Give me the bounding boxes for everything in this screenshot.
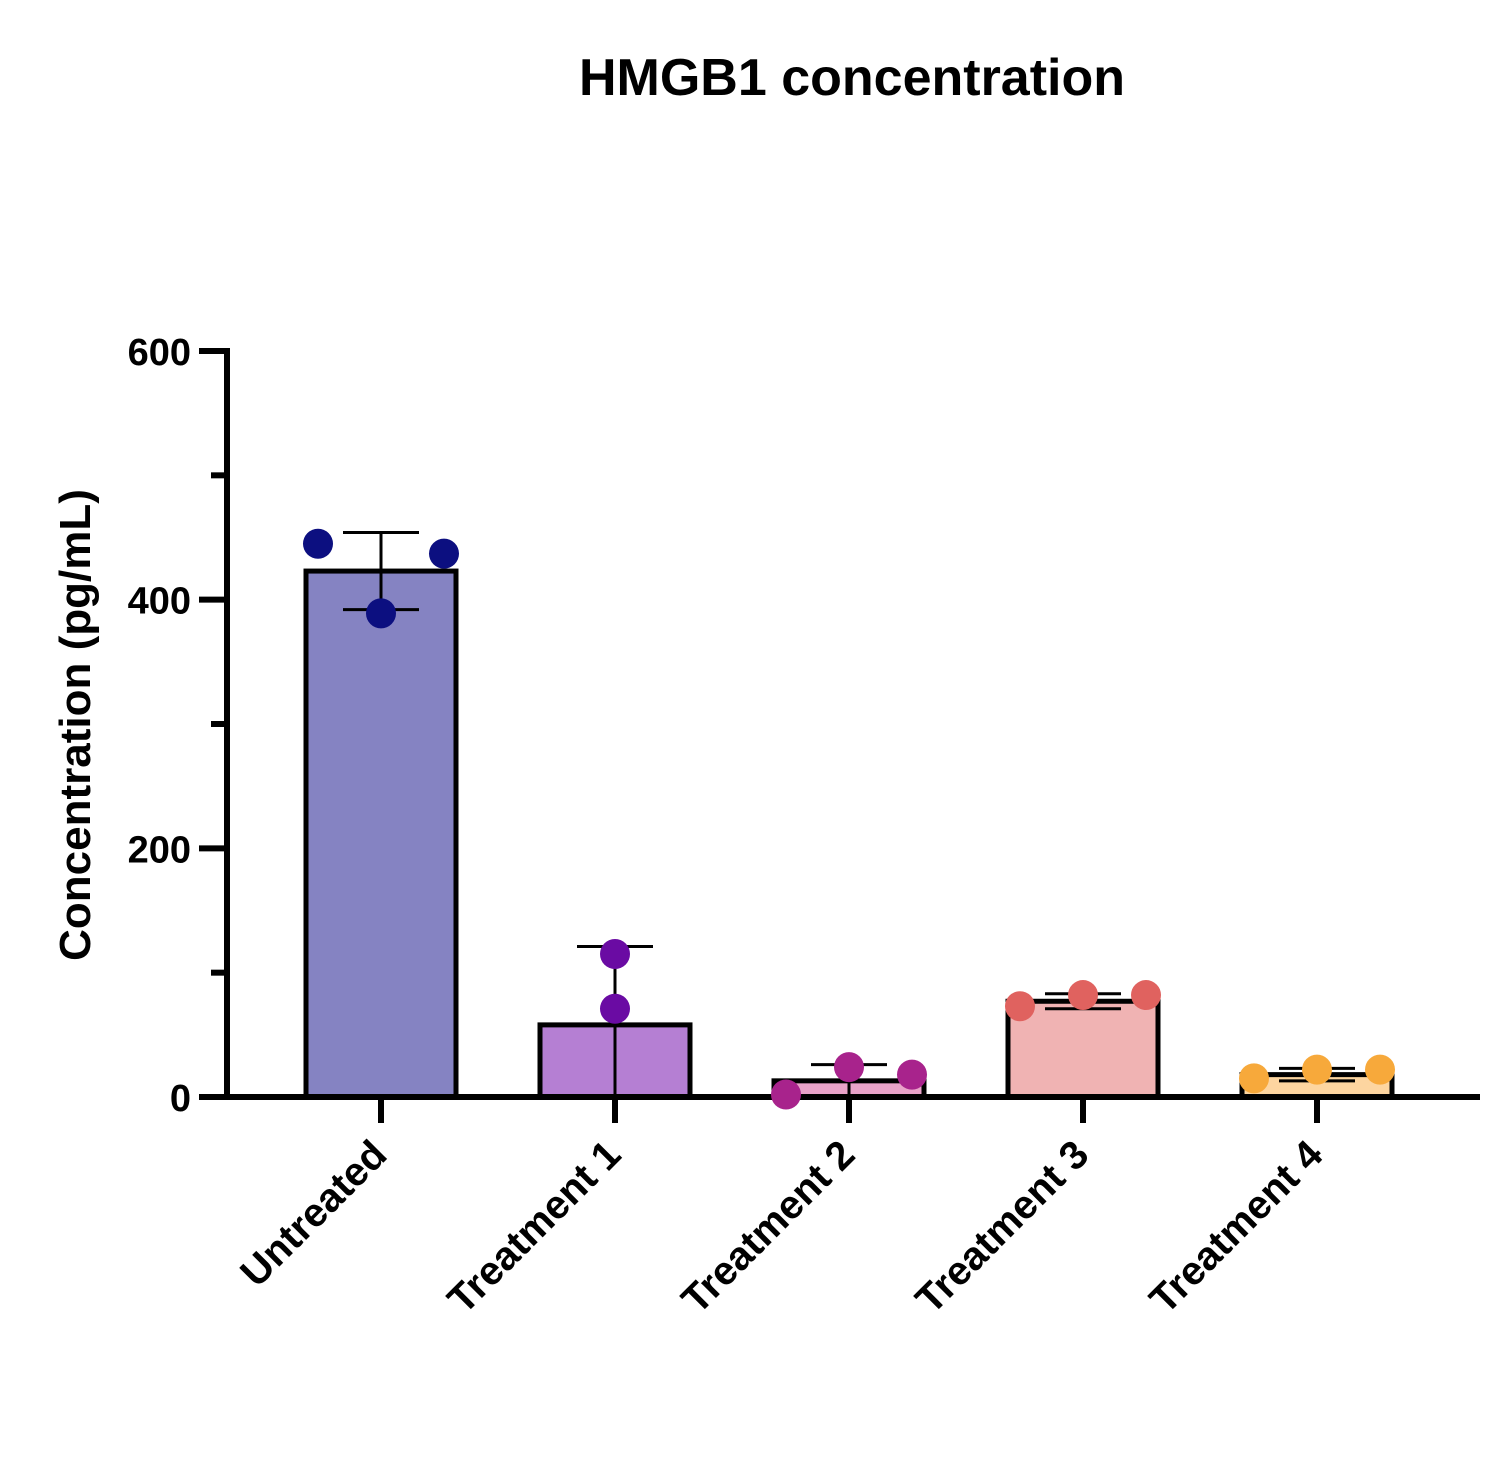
y-tick-label: 600	[128, 332, 191, 374]
data-point	[1131, 980, 1161, 1011]
data-point	[429, 538, 459, 569]
x-tick-label: Untreated	[232, 1132, 395, 1295]
data-point	[1005, 991, 1035, 1022]
data-point	[834, 1052, 864, 1083]
chart-title: HMGB1 concentration	[579, 49, 1125, 107]
data-point	[1239, 1063, 1269, 1094]
data-point	[771, 1079, 801, 1110]
x-tick-label: Treatment 2	[673, 1132, 863, 1322]
data-point	[1068, 980, 1098, 1011]
x-tick-label: Treatment 4	[1141, 1132, 1331, 1322]
data-point	[1302, 1054, 1332, 1085]
x-tick-label: Treatment 1	[439, 1132, 629, 1322]
bar	[1005, 998, 1161, 1100]
y-tick-label: 200	[128, 829, 191, 871]
y-tick-label: 0	[170, 1078, 191, 1120]
y-tick-label: 400	[128, 581, 191, 623]
y-axis-label: Concentration (pg/mL)	[51, 489, 100, 961]
data-point	[600, 993, 630, 1024]
data-point	[303, 528, 333, 559]
data-point	[1365, 1054, 1395, 1085]
data-point	[600, 939, 630, 970]
data-point	[366, 598, 396, 629]
data-point	[897, 1059, 927, 1090]
x-tick-label: Treatment 3	[907, 1132, 1097, 1322]
bar	[303, 568, 459, 1100]
